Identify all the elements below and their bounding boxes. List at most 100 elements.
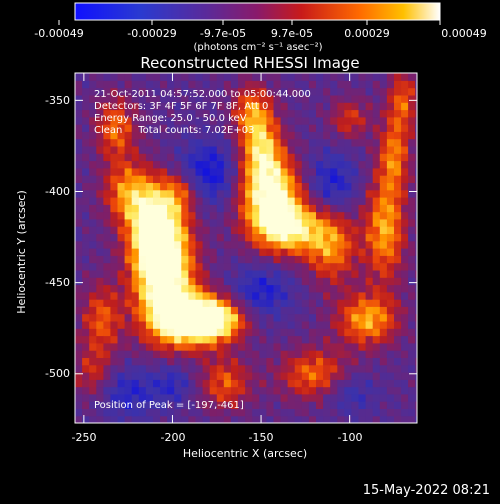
heatmap-cell	[209, 379, 218, 388]
heatmap-cell	[103, 182, 112, 191]
heatmap-cell	[153, 313, 161, 322]
heatmap-cell	[103, 87, 112, 96]
heatmap-cell	[365, 328, 374, 337]
heatmap-cell	[386, 277, 395, 286]
heatmap-cell	[138, 124, 147, 132]
heatmap-cell	[316, 248, 324, 256]
heatmap-cell	[330, 306, 338, 315]
heatmap-cell	[386, 248, 395, 256]
heatmap-cell	[153, 94, 161, 103]
heatmap-cell	[252, 218, 260, 227]
heatmap-cell	[138, 299, 147, 307]
heatmap-cell	[358, 145, 367, 154]
heatmap-cell	[365, 204, 374, 213]
heatmap-cell	[103, 335, 112, 344]
heatmap-cell	[408, 138, 416, 147]
heatmap-cell	[330, 145, 338, 154]
heatmap-cell	[401, 386, 409, 395]
heatmap-cell	[287, 87, 296, 96]
heatmap-cell	[216, 350, 225, 358]
heatmap-cell	[394, 160, 402, 169]
heatmap-cell	[216, 80, 225, 89]
heatmap-cell	[223, 393, 232, 402]
heatmap-cell	[245, 211, 253, 220]
heatmap-cell	[238, 167, 246, 176]
heatmap-cell	[344, 204, 352, 213]
heatmap-cell	[153, 138, 161, 147]
heatmap-cell	[110, 167, 119, 176]
heatmap-cell	[174, 284, 182, 293]
heatmap-cell	[117, 379, 126, 388]
heatmap-cell	[89, 291, 97, 300]
heatmap-cell	[323, 102, 331, 111]
heatmap-cell	[358, 335, 367, 344]
heatmap-cell	[273, 218, 282, 227]
heatmap-cell	[301, 138, 310, 147]
heatmap-cell	[287, 189, 296, 198]
heatmap-cell	[344, 175, 352, 183]
heatmap-cell	[195, 262, 204, 271]
heatmap-cell	[415, 372, 417, 380]
heatmap-cell	[259, 167, 267, 176]
heatmap-cell	[252, 175, 260, 183]
heatmap-cell	[216, 320, 225, 329]
heatmap-cell	[230, 211, 239, 220]
heatmap-cell	[174, 131, 182, 140]
heatmap-cell	[280, 401, 289, 409]
heatmap-cell	[174, 313, 182, 322]
heatmap-cell	[131, 335, 140, 344]
heatmap-cell	[202, 379, 211, 388]
heatmap-cell	[209, 408, 218, 417]
heatmap-cell	[160, 313, 168, 322]
heatmap-cell	[280, 291, 289, 300]
heatmap-cell	[96, 306, 104, 315]
heatmap-cell	[216, 167, 225, 176]
heatmap-cell	[167, 357, 175, 366]
heatmap-cell	[138, 189, 147, 198]
heatmap-cell	[138, 138, 147, 147]
heatmap-cell	[117, 218, 126, 227]
heatmap-cell	[372, 364, 381, 373]
heatmap-cell	[174, 204, 182, 213]
heatmap-cell	[195, 379, 204, 388]
heatmap-cell	[223, 160, 232, 169]
heatmap-cell	[216, 415, 225, 423]
heatmap-cell	[308, 80, 317, 89]
heatmap-cell	[415, 335, 417, 344]
heatmap-cell	[259, 415, 267, 423]
heatmap-cell	[358, 189, 367, 198]
heatmap-cell	[75, 277, 83, 286]
heatmap-cell	[223, 233, 232, 242]
heatmap-cell	[273, 226, 282, 234]
heatmap-cell	[386, 342, 395, 351]
heatmap-cell	[160, 175, 168, 183]
heatmap-cell	[103, 145, 112, 154]
heatmap-cell	[273, 94, 282, 103]
heatmap-cell	[209, 313, 218, 322]
heatmap-cell	[301, 211, 310, 220]
heatmap-cell	[301, 248, 310, 256]
heatmap-cell	[124, 175, 133, 183]
heatmap-cell	[401, 145, 409, 154]
heatmap-cell	[294, 364, 303, 373]
heatmap-cell	[379, 393, 388, 402]
heatmap-cell	[103, 401, 112, 409]
heatmap-cell	[301, 226, 310, 234]
heatmap-cell	[202, 284, 211, 293]
heatmap-cell	[96, 269, 104, 278]
heatmap-cell	[301, 116, 310, 125]
heatmap-cell	[266, 211, 275, 220]
heatmap-cell	[153, 284, 161, 293]
heatmap-cell	[153, 335, 161, 344]
heatmap-cell	[323, 342, 331, 351]
heatmap-cell	[259, 197, 267, 205]
heatmap-cell	[358, 124, 367, 132]
heatmap-cell	[223, 408, 232, 417]
heatmap-cell	[266, 189, 275, 198]
heatmap-cell	[372, 160, 381, 169]
heatmap-cell	[259, 372, 267, 380]
heatmap-cell	[216, 153, 225, 162]
heatmap-cell	[110, 153, 119, 162]
heatmap-cell	[160, 350, 168, 358]
heatmap-cell	[124, 240, 133, 249]
